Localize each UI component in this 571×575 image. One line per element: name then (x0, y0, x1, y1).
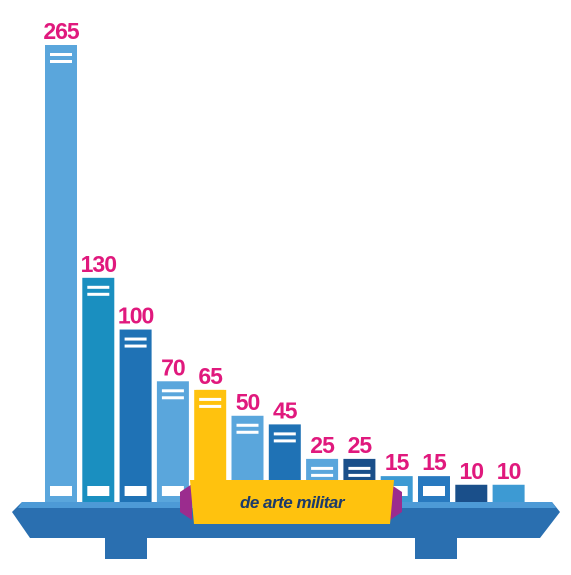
book-stripe (124, 337, 147, 341)
banner-body (190, 480, 394, 524)
book-stripe (273, 432, 296, 436)
book-foot (50, 486, 72, 496)
book (82, 277, 115, 502)
value-label: 50 (236, 389, 260, 415)
book-stripe (348, 473, 371, 477)
book-foot (124, 486, 147, 496)
book (492, 484, 525, 502)
book-stripe (161, 396, 184, 400)
shelf-leg (105, 535, 147, 559)
book-stripe (199, 404, 222, 408)
value-label: 130 (81, 251, 117, 277)
annotation: de arte militar (240, 493, 346, 512)
book (156, 381, 189, 502)
book-stripe (161, 389, 184, 393)
value-label: 10 (460, 458, 484, 484)
book-foot (87, 486, 110, 496)
book-stripe (50, 53, 72, 56)
book (45, 45, 77, 502)
book-stripe (236, 430, 259, 434)
book-stripe (50, 60, 72, 63)
value-label: 65 (198, 363, 223, 389)
book-stripe (199, 397, 222, 401)
book-stripe (87, 285, 110, 289)
book-stripe (311, 473, 334, 477)
value-label: 15 (385, 449, 410, 475)
book (455, 484, 488, 502)
shelf-leg (415, 535, 457, 559)
book-stripe (311, 466, 334, 470)
book-stripe (87, 292, 110, 296)
book-stripe (348, 466, 371, 470)
value-label: 15 (422, 449, 447, 475)
value-label: 25 (310, 432, 335, 458)
book-stripe (236, 423, 259, 427)
value-label: 45 (273, 397, 298, 423)
value-label: 25 (348, 432, 373, 458)
value-label: 100 (118, 303, 154, 329)
banner-fold (390, 484, 402, 520)
book-foot (161, 486, 184, 496)
book-stripe (124, 344, 147, 348)
banner-fold (180, 484, 192, 520)
value-label: 70 (161, 354, 185, 380)
value-label: 265 (43, 18, 80, 44)
book-foot (423, 486, 445, 496)
book-stripe (273, 439, 296, 443)
book (119, 329, 152, 502)
value-label: 10 (497, 458, 521, 484)
banner: de arte militar (180, 480, 402, 524)
